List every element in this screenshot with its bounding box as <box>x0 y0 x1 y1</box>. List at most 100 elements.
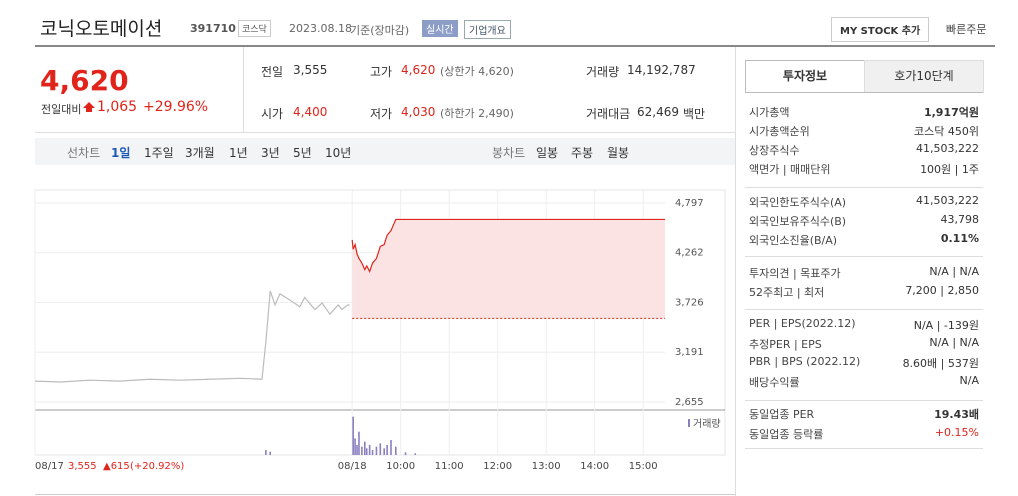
area-fill <box>352 219 665 319</box>
stock-code: 391710 <box>190 22 236 35</box>
prev-change-note: ▲615 <box>103 461 130 472</box>
change: 1,065 <box>97 99 138 115</box>
realtime-button[interactable]: 실시간 <box>422 20 458 37</box>
divider <box>243 47 244 132</box>
label: 거래대금 <box>586 107 631 121</box>
unit: 백만 <box>683 107 706 121</box>
tab-label: 선차트 <box>67 146 101 160</box>
prev-close-note: 3,555 <box>68 461 97 472</box>
period-tab[interactable]: 1주일 <box>144 146 174 160</box>
volume-bar <box>358 431 360 455</box>
quick-order[interactable]: 빠른주문 <box>946 23 987 36</box>
x-tick-label: 12:00 <box>483 461 512 472</box>
divider <box>35 494 735 495</box>
x-tick-label: 08/17 <box>35 461 64 472</box>
x-tick-label: 14:00 <box>580 461 609 472</box>
x-tick-label: 15:00 <box>629 461 658 472</box>
basis: 기준(장마감) <box>350 24 410 37</box>
rule <box>745 92 983 93</box>
row-label: 배당수익률 <box>749 376 800 389</box>
label: 거래량 <box>586 65 620 79</box>
value: 4,400 <box>293 105 328 119</box>
row-value: +0.15% <box>934 426 979 439</box>
x-tick-label: 13:00 <box>532 461 561 472</box>
divider <box>735 47 736 496</box>
row-value: N/A | -139원 <box>913 319 979 332</box>
rule <box>745 448 983 449</box>
y-tick-label: 3,191 <box>675 347 704 358</box>
label: 시가 <box>261 107 284 121</box>
x-tick-label: 08/18 <box>338 461 367 472</box>
rule <box>745 309 983 310</box>
volume-bar <box>354 438 356 455</box>
row-value: 41,503,222 <box>916 142 979 155</box>
volume-bar <box>352 416 354 455</box>
tab[interactable]: 투자정보 <box>745 60 865 92</box>
row-value: 0.11% <box>940 232 979 245</box>
volume-bar <box>265 450 267 455</box>
price-line <box>351 218 665 273</box>
row-value: 43,798 <box>940 213 980 226</box>
date: 2023.08.18 <box>289 22 352 35</box>
row-label: 동일업종 PER <box>749 408 815 421</box>
row-label: 외국인보유주식수(B) <box>749 215 847 228</box>
change-label: 전일대비 <box>41 103 82 116</box>
legend-swatch <box>688 419 690 427</box>
market-badge: 코스닥 <box>238 20 271 37</box>
value: 4,030 <box>401 105 436 119</box>
label: 저가 <box>370 107 393 121</box>
x-tick-label: 11:00 <box>435 461 464 472</box>
row-value: N/A | N/A <box>929 265 979 278</box>
row-value: 41,503,222 <box>916 194 979 207</box>
up-arrow <box>83 102 95 112</box>
period-tab[interactable]: 1년 <box>229 146 248 160</box>
rule <box>745 400 983 401</box>
row-label: 액면가 | 매매단위 <box>749 163 831 176</box>
extra: (상한가 4,620) <box>440 65 514 78</box>
volume-bar <box>356 445 358 455</box>
y-tick-label: 2,655 <box>675 397 704 408</box>
volume-bar <box>371 450 374 455</box>
period-tab[interactable]: 1일 <box>111 146 131 160</box>
value: 4,620 <box>401 63 436 77</box>
x-tick-label: 10:00 <box>386 461 415 472</box>
volume-bar <box>365 448 368 455</box>
period-tab[interactable]: 10년 <box>325 146 352 160</box>
volume-bar <box>386 445 388 455</box>
volume-bar <box>375 446 378 455</box>
y-tick-label: 4,797 <box>675 198 704 209</box>
rule <box>745 256 983 257</box>
volume-bar <box>395 446 397 455</box>
row-label: PER | EPS(2022.12) <box>749 317 856 330</box>
tab-label: 봉차트 <box>492 146 526 160</box>
row-value: 100원 | 1주 <box>920 163 979 176</box>
mystock-button[interactable]: MY STOCK 추가 <box>831 17 930 42</box>
period-tab[interactable]: 3년 <box>261 146 280 160</box>
row-label: 동일업종 등락률 <box>749 428 824 441</box>
period-tab[interactable]: 5년 <box>293 146 312 160</box>
volume-bar <box>390 440 392 455</box>
row-value: 1,917억원 <box>923 106 979 119</box>
row-label: PBR | BPS (2022.12) <box>749 355 861 368</box>
y-tick-label: 4,262 <box>675 248 704 259</box>
period-tab[interactable]: 월봉 <box>607 146 630 160</box>
row-label: 시가총액순위 <box>749 125 810 138</box>
legend-label: 거래량 <box>693 418 721 430</box>
prev-pct-note: (+20.92%) <box>130 461 184 472</box>
period-tab[interactable]: 주봉 <box>571 146 594 160</box>
row-label: 시가총액 <box>749 106 790 119</box>
label: 전일 <box>261 65 284 79</box>
header-rule <box>35 45 995 47</box>
period-tab[interactable]: 일봉 <box>536 146 559 160</box>
volume-bar <box>379 443 382 455</box>
value: 14,192,787 <box>627 63 696 77</box>
divider <box>35 132 735 133</box>
overview-button[interactable]: 기업개요 <box>464 20 511 39</box>
period-tab[interactable]: 3개월 <box>185 146 215 160</box>
row-label: 외국인소진율(B/A) <box>749 234 838 247</box>
row-label: 외국인한도주식수(A) <box>749 196 847 209</box>
tab[interactable]: 호가10단계 <box>864 60 984 93</box>
volume-bar <box>414 453 417 455</box>
stock-name: 코닉오토메이션 <box>40 18 163 40</box>
